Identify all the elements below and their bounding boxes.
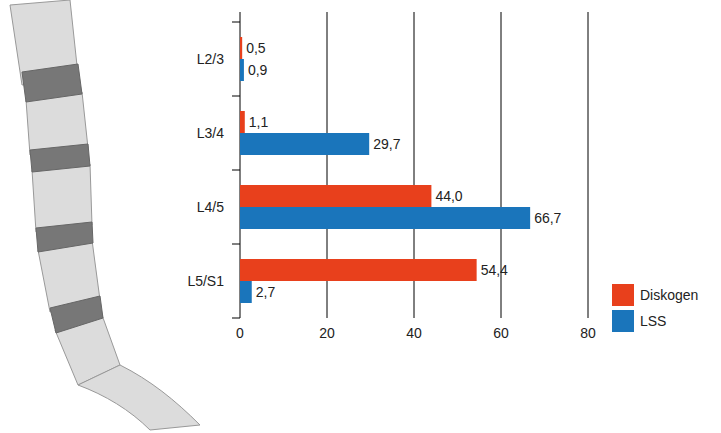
tick-label: 0 <box>236 325 244 341</box>
category-tick <box>232 318 240 319</box>
tick-label: 20 <box>319 325 335 341</box>
bars <box>240 37 530 303</box>
data-label: 0,5 <box>246 40 266 56</box>
legend-swatch <box>612 284 634 306</box>
data-label: 29,7 <box>373 136 400 152</box>
category-tick <box>232 244 240 245</box>
data-label: 2,7 <box>256 284 276 300</box>
category-label: L5/S1 <box>187 273 224 289</box>
bar <box>240 185 431 207</box>
category-label: L3/4 <box>197 125 224 141</box>
chart: 0 20 40 60 80 L2/3 0,5 0,9 L3/4 1,1 29,7 L4/5 44,0 66… <box>0 0 721 433</box>
category-tick <box>232 96 240 97</box>
vertebra <box>32 164 92 232</box>
bar <box>240 133 369 155</box>
data-label: 54,4 <box>481 262 508 278</box>
tick-label: 60 <box>493 325 509 341</box>
category-tick <box>232 170 240 171</box>
tick-label: 40 <box>406 325 422 341</box>
bar <box>240 59 244 81</box>
legend: Diskogen LSS <box>612 284 698 332</box>
bar <box>240 207 530 229</box>
disc <box>30 144 90 172</box>
bar <box>240 259 477 281</box>
disc <box>50 296 103 333</box>
bar <box>240 111 245 133</box>
legend-label: LSS <box>640 313 666 329</box>
bar <box>240 37 242 59</box>
data-label: 44,0 <box>435 188 462 204</box>
grid-line <box>588 12 589 318</box>
category-label: L2/3 <box>197 51 224 67</box>
data-label: 0,9 <box>248 62 268 78</box>
category-tick <box>232 22 240 23</box>
legend-swatch <box>612 310 634 332</box>
disc <box>22 64 82 102</box>
category-label: L4/5 <box>197 199 224 215</box>
disc <box>36 222 93 252</box>
bar <box>240 281 252 303</box>
data-label: 66,7 <box>534 210 561 226</box>
tick-label: 80 <box>580 325 596 341</box>
sacrum <box>78 365 200 430</box>
spine-illustration <box>10 0 200 430</box>
legend-label: Diskogen <box>640 287 698 303</box>
data-label: 1,1 <box>249 114 269 130</box>
labels: L2/3 0,5 0,9 L3/4 1,1 29,7 L4/5 44,0 66,7 L5/S1 54… <box>187 40 561 300</box>
